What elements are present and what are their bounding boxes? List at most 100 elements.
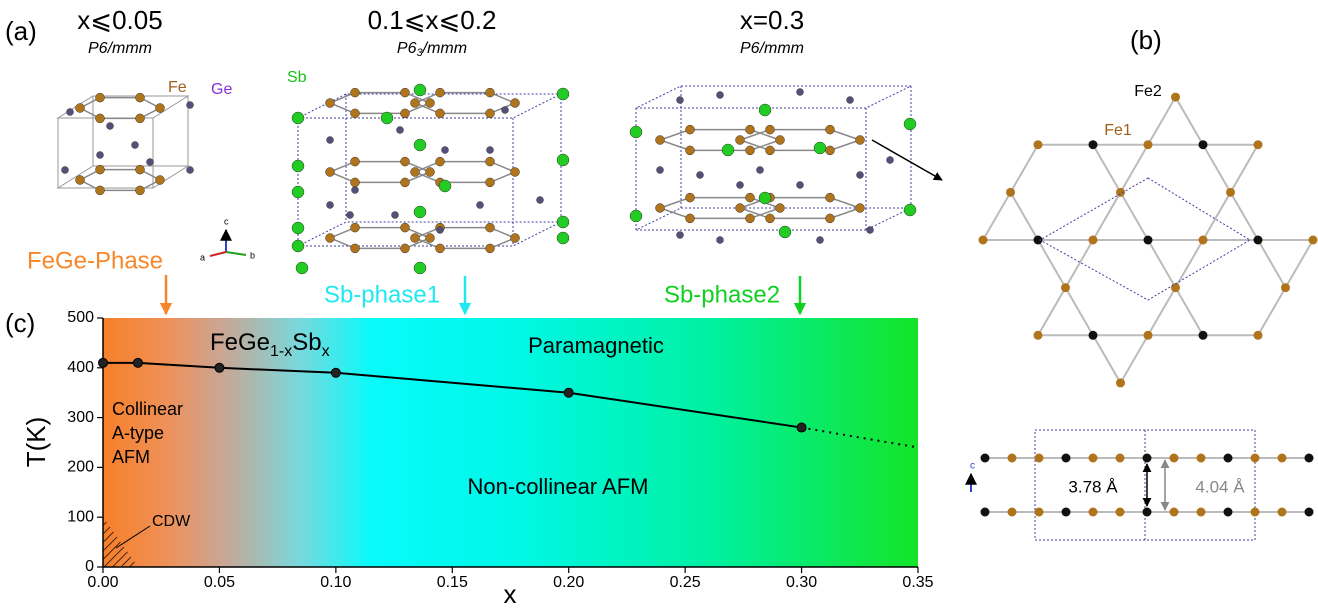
atom: [95, 185, 105, 196]
atom: [435, 243, 445, 254]
x-tick-label: 0.30: [786, 574, 817, 591]
atom: [685, 124, 695, 135]
atom: [1116, 378, 1125, 388]
bond: [1092, 334, 1122, 384]
bond: [1092, 191, 1122, 241]
atom: [1277, 453, 1287, 463]
y-tick-label: 100: [67, 508, 94, 525]
x-tick-label: 0.25: [670, 574, 701, 591]
atom: [736, 181, 744, 189]
atom: [155, 103, 165, 113]
atom-label: Fe2: [1134, 83, 1162, 100]
atom: [291, 221, 305, 235]
atom: [291, 159, 305, 173]
annotation: Non-collinear AFM: [468, 474, 649, 499]
atom: [745, 124, 755, 135]
x-tick-label: 0.20: [553, 574, 584, 591]
space-group: P6/mmm: [88, 40, 152, 57]
atom: [1033, 330, 1043, 340]
atom: [1223, 453, 1233, 463]
atom: [1171, 92, 1180, 102]
atom: [346, 211, 354, 219]
atom: [485, 177, 495, 188]
panel-label: (c): [5, 308, 35, 338]
bond: [1229, 144, 1259, 193]
bond: [1174, 96, 1204, 146]
x-tick-label: 0.00: [87, 574, 118, 591]
atom: [1088, 507, 1098, 517]
x-axis-label: x: [504, 579, 517, 608]
bond: [1037, 239, 1067, 289]
atom: [886, 156, 894, 164]
atom: [1277, 507, 1287, 517]
annotation: A-type: [112, 423, 164, 443]
y-tick-label: 400: [67, 359, 94, 376]
sg-sub: 3: [417, 47, 424, 59]
atom: [400, 243, 410, 254]
atom: [325, 233, 335, 243]
atom: [400, 222, 410, 233]
atom: [95, 92, 105, 103]
atom: [556, 153, 570, 167]
atom: [1034, 453, 1044, 463]
atom: [326, 136, 334, 144]
atom: [396, 126, 404, 134]
atom: [486, 146, 494, 154]
atom: [1088, 453, 1098, 463]
atom: [1007, 453, 1017, 463]
data-point: [98, 357, 108, 368]
bond: [1119, 144, 1149, 193]
annotation-pointer: [115, 525, 151, 549]
atom: [350, 156, 360, 167]
atom: [186, 166, 194, 174]
atom: [155, 175, 165, 185]
formula-part: Sb: [292, 329, 321, 356]
annotation: CDW: [152, 513, 191, 530]
bond: [1147, 287, 1177, 336]
atom: [765, 213, 775, 224]
bond: [1064, 287, 1094, 336]
bond: [1064, 239, 1094, 289]
phase-label: Sb-phase1: [324, 281, 440, 308]
atom: [400, 177, 410, 188]
panel-label: (b): [1130, 25, 1162, 55]
axis-letter: a: [200, 252, 205, 262]
atom: [413, 83, 427, 97]
atom: [131, 141, 139, 149]
data-point: [563, 387, 574, 398]
atom: [325, 98, 335, 108]
bond: [78, 96, 162, 120]
atom: [380, 111, 394, 125]
atom: [1142, 453, 1152, 463]
bond: [1257, 239, 1287, 289]
atom: [1006, 187, 1015, 197]
x-tick-label: 0.10: [320, 574, 351, 591]
axes-triad: [209, 228, 247, 257]
atom: [410, 233, 420, 243]
atom: [291, 185, 305, 199]
bond: [1202, 191, 1232, 241]
distance-label: 3.78 Å: [1068, 477, 1118, 496]
atom: [1088, 140, 1098, 150]
atom: [813, 141, 827, 155]
line: [103, 361, 802, 429]
atom-label: Ge: [211, 81, 232, 98]
composition: x⩽0.05: [77, 5, 162, 35]
annotation: AFM: [112, 447, 150, 467]
extrapolation-line: [801, 426, 919, 449]
atom: [1253, 140, 1263, 150]
atom: [435, 87, 445, 98]
atom: [435, 108, 445, 119]
atom: [1253, 330, 1263, 340]
atom: [796, 181, 804, 189]
atom: [146, 158, 154, 166]
x-tick-label: 0.15: [437, 574, 468, 591]
atom: [676, 96, 684, 104]
atom: [721, 143, 735, 157]
atom: [1033, 235, 1043, 245]
atom: [291, 111, 305, 125]
atom: [1061, 507, 1071, 517]
atom: [350, 87, 360, 98]
atom: [1061, 283, 1070, 293]
atom: [903, 203, 917, 217]
